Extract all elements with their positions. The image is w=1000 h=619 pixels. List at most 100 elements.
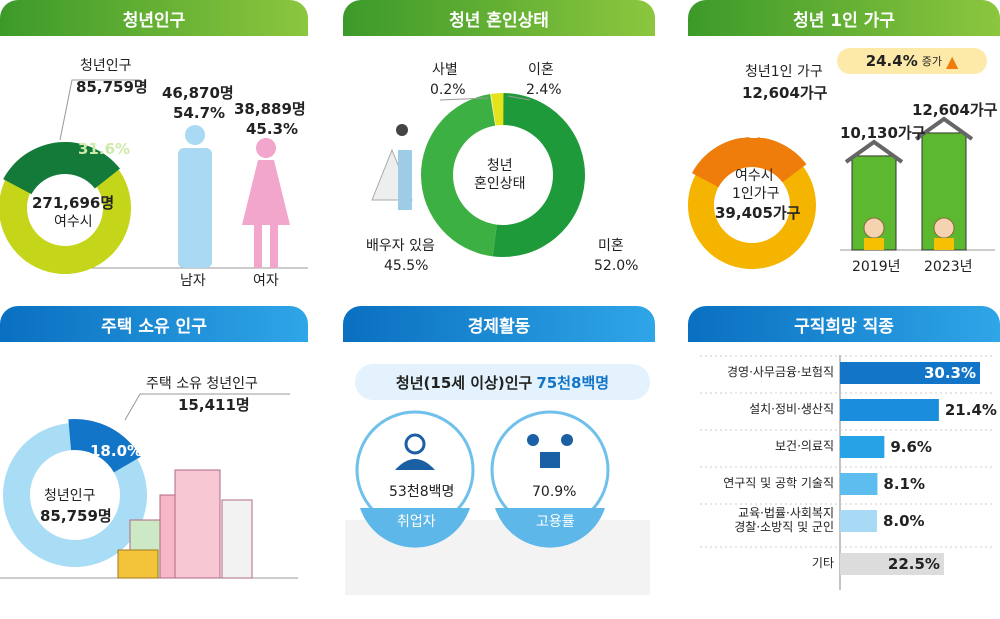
employed-value: 53천8백명 <box>389 484 455 500</box>
marital-center-label: 청년 혼인상태 <box>474 158 526 192</box>
youth-15plus-pill: 청년(15세 이상)인구 75천8백명 <box>355 364 650 400</box>
employment-rate-label-band <box>495 508 605 548</box>
center-city: 여수시 <box>735 168 774 184</box>
female-figure-head <box>256 138 276 158</box>
bar-1 <box>840 399 939 421</box>
male-label: 남자 <box>180 273 206 289</box>
widowed-label: 사별 <box>432 62 458 78</box>
bar-value-label: 9.6% <box>890 438 932 456</box>
donut-married <box>421 94 497 257</box>
female-figure-leg <box>254 225 262 268</box>
female-label: 여자 <box>253 273 279 289</box>
employment-rate-label: 고용률 <box>536 514 575 530</box>
bar-value-label: 30.3% <box>923 364 976 382</box>
single-pct: 52.0% <box>594 258 639 274</box>
donut-rest <box>0 167 131 274</box>
owners-label: 주택 소유 청년인구 <box>146 376 258 392</box>
center-households: 1인가구 <box>732 186 780 202</box>
building-illustration <box>221 499 253 579</box>
divorced-label: 이혼 <box>528 62 554 78</box>
donut-divorced <box>491 93 504 126</box>
increase-badge: 24.4% 증가 ▲ <box>837 48 987 74</box>
header-youth-population: 청년인구 <box>0 0 308 36</box>
donut-owners-segment <box>68 419 141 473</box>
donut-widowed <box>490 93 496 126</box>
bar-category-label: 연구직 및 공학 기술직 <box>723 476 834 490</box>
male-pct: 54.7% <box>173 104 226 122</box>
header-home-ownership: 주택 소유 인구 <box>0 306 308 342</box>
bar-category-label: 보건·의료직 <box>774 439 834 453</box>
youth-label: 청년인구 <box>80 58 132 74</box>
value-2023: 12,604가구 <box>912 101 998 119</box>
youth-pct: 31.6% <box>78 140 131 158</box>
year-2019: 2019년 <box>852 259 901 275</box>
magnifier-people-icon <box>404 433 426 455</box>
male-figure-head <box>185 125 205 145</box>
employment-rate-value: 70.9% <box>532 484 577 500</box>
person-icon <box>527 434 539 446</box>
employed-label-band <box>360 508 470 548</box>
center-youth-label: 청년인구 <box>44 488 96 504</box>
married-label: 배우자 있음 <box>366 238 435 254</box>
divorced-pct: 2.4% <box>526 82 562 98</box>
people-group-icon <box>395 459 435 470</box>
married-pct: 45.5% <box>384 258 429 274</box>
pill-text: 청년(15세 이상)인구 <box>395 373 533 392</box>
center-total: 39,405가구 <box>715 204 801 222</box>
meeting-table-icon <box>540 452 560 468</box>
leader-line <box>439 97 489 101</box>
bar-category-label: 기타 <box>811 556 834 570</box>
house-roof <box>914 116 974 141</box>
person-icon <box>561 434 573 446</box>
bar-category-label: 설치·정비·생산직 <box>749 402 834 416</box>
header-marital-status: 청년 혼인상태 <box>343 0 655 36</box>
leader-line <box>59 79 140 141</box>
bar-5 <box>840 553 944 575</box>
owners-count: 15,411명 <box>178 396 250 414</box>
house-illustration <box>117 549 159 579</box>
total-population: 271,696명 <box>32 194 115 212</box>
arrow-up-icon: ▲ <box>945 51 959 71</box>
person-face-icon <box>863 217 885 239</box>
bar-category-label: 경영·사무금융·보험직 <box>727 365 834 379</box>
leader-line <box>507 95 531 101</box>
single-household-label: 청년1인 가구 <box>745 64 823 80</box>
bar-3 <box>840 473 878 495</box>
bar-value-label: 21.4% <box>944 401 997 419</box>
single-label: 미혼 <box>598 238 624 254</box>
donut-youth-single-segment <box>691 137 807 188</box>
header-economic-activity: 경제활동 <box>343 306 655 342</box>
value-2019: 10,130가구 <box>840 124 926 142</box>
center-youth-count: 85,759명 <box>40 507 112 525</box>
increase-word: 증가 <box>921 55 942 68</box>
pill-value: 75천8백명 <box>536 373 610 392</box>
person-face-icon <box>933 217 955 239</box>
female-pct: 45.3% <box>246 120 299 138</box>
single-household-pct: 32.0% <box>738 124 791 142</box>
female-count: 38,889명 <box>234 100 306 118</box>
bar-value-label: 22.5% <box>887 555 940 573</box>
bar-value-label: 8.1% <box>883 475 926 493</box>
female-figure-body <box>242 160 290 225</box>
owners-pct: 18.0% <box>90 442 143 460</box>
bar-4 <box>840 510 877 532</box>
couple-illustration <box>396 124 408 136</box>
male-figure-body <box>178 148 212 268</box>
widowed-pct: 0.2% <box>430 82 466 98</box>
donut-single <box>492 93 586 258</box>
leader-line <box>124 393 290 421</box>
female-figure-leg <box>270 225 278 268</box>
increase-value: 24.4% <box>865 52 918 70</box>
building-illustration <box>174 469 221 579</box>
person-body-icon <box>934 238 954 250</box>
person-body-icon <box>864 238 884 250</box>
city-label: 여수시 <box>54 214 93 230</box>
bar-0 <box>840 362 980 384</box>
youth-count: 85,759명 <box>76 78 148 96</box>
bar-category-label: 교육·법률·사회복지 경찰·소방직 및 군인 <box>734 506 834 535</box>
employed-label: 취업자 <box>397 514 436 530</box>
bar-2 <box>840 436 885 458</box>
year-2023: 2023년 <box>924 259 973 275</box>
male-count: 46,870명 <box>162 84 234 102</box>
